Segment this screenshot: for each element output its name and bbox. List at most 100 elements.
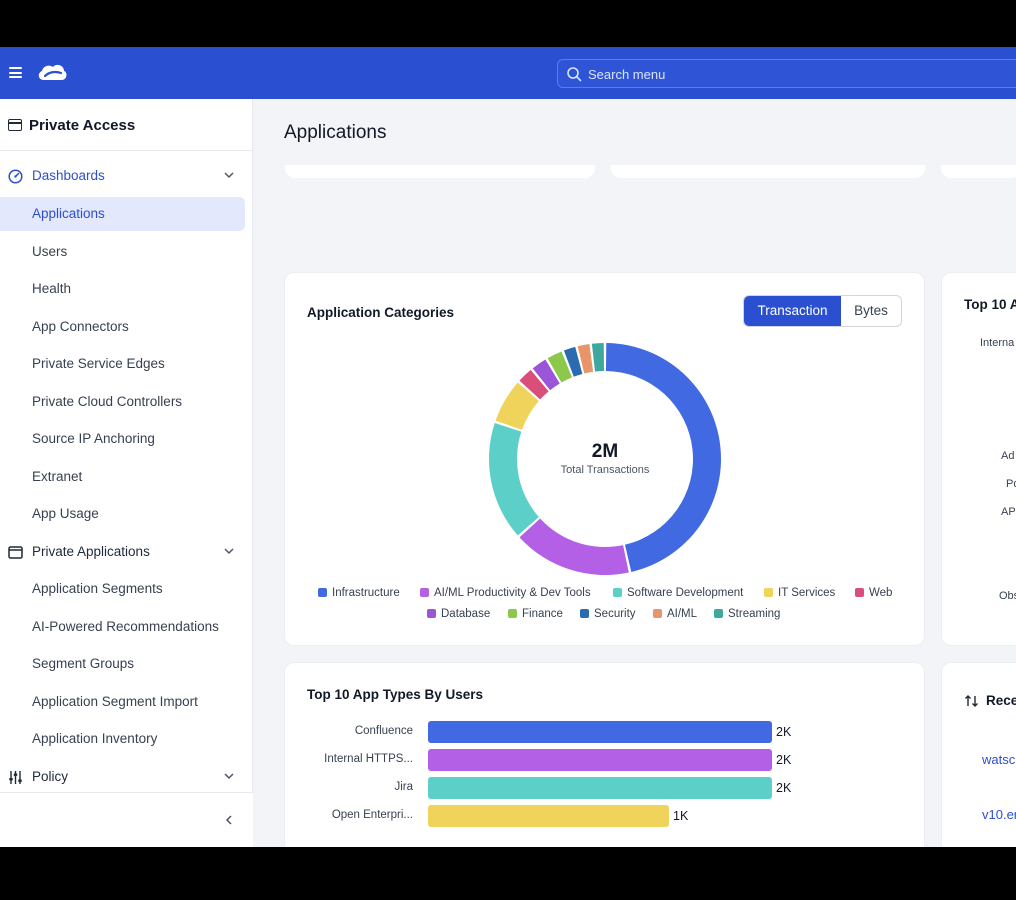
donut-slice-software-development[interactable] — [489, 422, 539, 536]
sidebar-item-users[interactable]: Users — [0, 235, 253, 269]
card-title: Top 10 App Types By Users — [307, 687, 484, 702]
legend-label: AI/ML — [667, 608, 698, 620]
legend-swatch — [580, 609, 589, 618]
sidebar-item-label: Source IP Anchoring — [32, 431, 155, 446]
sidebar-title: Private Access — [29, 117, 136, 134]
top-bar: Search menu — [0, 47, 1016, 99]
bar-jira[interactable] — [428, 777, 772, 799]
transaction-toggle-button[interactable]: Transaction — [744, 296, 841, 326]
legend-item[interactable]: Streaming — [714, 608, 780, 620]
legend-swatch — [427, 609, 436, 618]
legend-item[interactable]: AI/ML — [653, 608, 697, 620]
top-app-types-bar-chart: Confluence 2K Internal HTTPS... 2K Jira 2K Ope… — [285, 721, 926, 847]
cloud-logo-icon[interactable] — [36, 62, 68, 84]
bar-category-label: Confluence — [354, 725, 413, 737]
sidebar-item-label: Application Inventory — [32, 731, 158, 746]
hamburger-icon[interactable] — [9, 67, 22, 78]
axis-label: Po — [1006, 478, 1016, 490]
sidebar-item-label: Applications — [32, 206, 105, 221]
sidebar-item-segment-groups[interactable]: Segment Groups — [0, 647, 253, 681]
donut-total-value: 2M — [591, 441, 619, 462]
sidebar-item-application-inventory[interactable]: Application Inventory — [0, 722, 253, 756]
recent-link[interactable]: v10.er — [982, 807, 1016, 822]
app-window: Search menu Private Access Dashboards Ap… — [0, 47, 1016, 847]
sidebar-item-private-service-edges[interactable]: Private Service Edges — [0, 347, 253, 381]
bar-category-label: Jira — [394, 781, 413, 793]
sidebar-item-health[interactable]: Health — [0, 272, 253, 306]
legend-label: Database — [441, 608, 491, 620]
legend-item[interactable]: Web — [855, 587, 892, 599]
metric-toggle: Transaction Bytes — [743, 295, 902, 327]
legend-label: Finance — [522, 608, 563, 620]
legend-swatch — [714, 609, 723, 618]
sidebar-item-private-cloud-controllers[interactable]: Private Cloud Controllers — [0, 385, 253, 419]
sidebar-item-app-usage[interactable]: App Usage — [0, 497, 253, 531]
legend-item[interactable]: Security — [580, 608, 636, 620]
sidebar-item-app-connectors[interactable]: App Connectors — [0, 310, 253, 344]
sidebar-item-label: Private Service Edges — [32, 356, 165, 371]
bar-open-enterpri-[interactable] — [428, 805, 669, 827]
sidebar-item-applications[interactable]: Applications — [0, 197, 245, 231]
legend-label: Software Development — [627, 587, 744, 599]
page-title: Applications — [284, 122, 387, 143]
collapse-sidebar-icon[interactable] — [222, 813, 236, 827]
bar-confluence[interactable] — [428, 721, 772, 743]
sidebar-group-dashboards[interactable]: Dashboards — [0, 159, 253, 193]
legend-item[interactable]: Software Development — [613, 587, 743, 599]
legend-swatch — [318, 588, 327, 597]
sidebar-item-label: App Usage — [32, 506, 99, 521]
sidebar-header: Private Access — [0, 99, 253, 151]
summary-card-stub — [285, 165, 595, 178]
sidebar-footer — [0, 792, 253, 847]
donut-slice-security[interactable] — [563, 346, 583, 377]
legend-label: IT Services — [778, 587, 836, 599]
donut-slice-ai-ml[interactable] — [577, 344, 594, 374]
card-title: Application Categories — [307, 305, 455, 320]
sidebar: Private Access Dashboards Applications U… — [0, 99, 253, 847]
legend-item[interactable]: Database — [427, 608, 490, 620]
search-placeholder: Search menu — [588, 67, 666, 82]
donut-slice-streaming[interactable] — [591, 343, 605, 372]
sort-arrows-icon — [965, 695, 978, 707]
sidebar-item-label: App Connectors — [32, 319, 129, 334]
legend-label: AI/ML Productivity & Dev Tools — [434, 587, 591, 599]
bytes-toggle-button[interactable]: Bytes — [854, 303, 888, 318]
gauge-icon — [8, 169, 23, 184]
bar-internal-https-[interactable] — [428, 749, 772, 771]
sidebar-item-label: Segment Groups — [32, 656, 135, 671]
bar-value-label: 2K — [776, 781, 792, 795]
sidebar-item-application-segments[interactable]: Application Segments — [0, 572, 253, 606]
donut-slice-ai-ml-productivity-dev-tools[interactable] — [519, 518, 629, 575]
recent-card: Rece watsc v10.er — [941, 662, 1016, 847]
donut-slice-web[interactable] — [519, 369, 549, 400]
legend-item[interactable]: IT Services — [764, 587, 835, 599]
legend-item[interactable]: Infrastructure — [318, 587, 400, 599]
axis-label: Interna — [980, 337, 1015, 349]
sidebar-item-application-segment-import[interactable]: Application Segment Import — [0, 685, 253, 719]
axis-label: Ad — [1001, 450, 1015, 462]
sidebar-group-policy[interactable]: Policy — [0, 760, 253, 794]
legend-label: Security — [594, 608, 636, 620]
donut-slice-database[interactable] — [532, 359, 560, 391]
legend-item[interactable]: Finance — [508, 608, 563, 620]
top-applications-card: Top 10 A Interna Ad Po AP Obs — [941, 272, 1016, 646]
search-menu-input[interactable]: Search menu — [557, 59, 1016, 88]
sidebar-item-ai-powered-recommendations[interactable]: AI-Powered Recommendations — [0, 610, 253, 644]
card-title: Top 10 A — [964, 297, 1016, 312]
sidebar-group-private-applications[interactable]: Private Applications — [0, 535, 253, 569]
sidebar-item-label: Users — [32, 244, 68, 259]
donut-slice-it-services[interactable] — [495, 382, 539, 430]
legend-swatch — [420, 588, 429, 597]
sidebar-item-label: Application Segments — [32, 581, 163, 596]
donut-slice-infrastructure[interactable] — [605, 343, 721, 572]
donut-slice-finance[interactable] — [547, 351, 573, 383]
recent-link[interactable]: watsc — [982, 752, 1016, 767]
bar-category-label: Open Enterpri... — [331, 809, 413, 821]
sidebar-item-source-ip-anchoring[interactable]: Source IP Anchoring — [0, 422, 253, 456]
legend-item[interactable]: AI/ML Productivity & Dev Tools — [420, 587, 591, 599]
legend-label: Streaming — [728, 608, 781, 620]
legend-swatch — [613, 588, 622, 597]
sidebar-item-extranet[interactable]: Extranet — [0, 460, 253, 494]
search-icon — [567, 67, 582, 82]
summary-card-stub — [611, 165, 925, 178]
